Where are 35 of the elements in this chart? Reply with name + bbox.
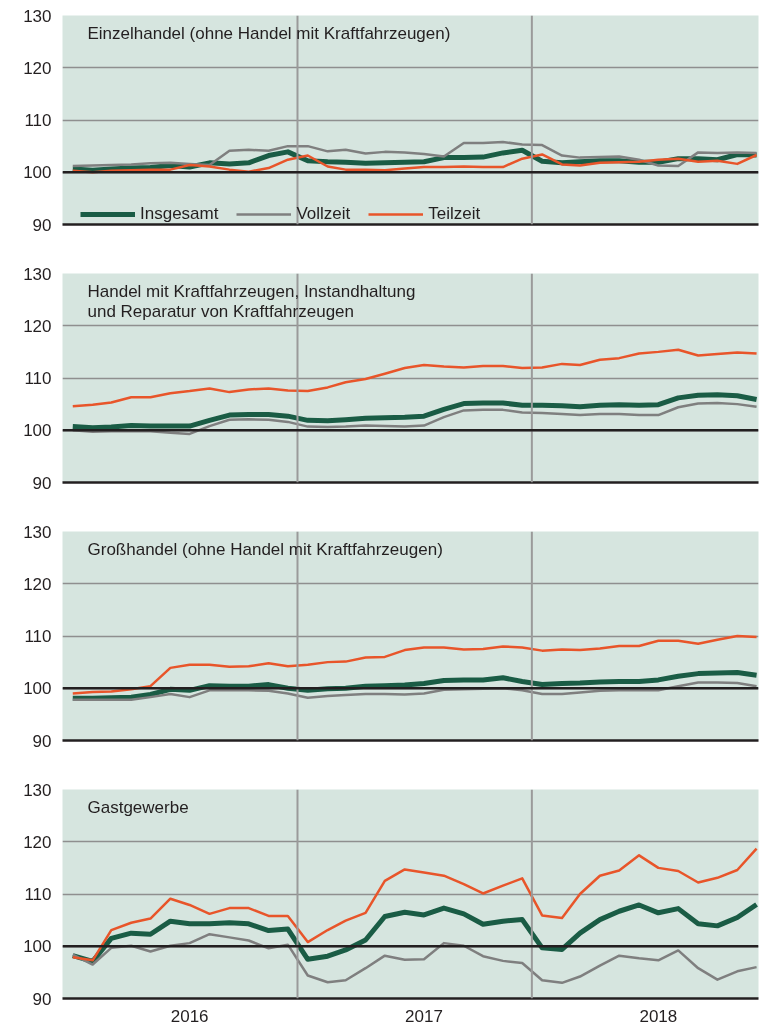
line-series [71,847,758,962]
legend-label: Teilzeit [428,204,481,224]
y-tick-label: 100 [23,421,52,441]
y-tick-label: 100 [23,163,52,183]
y-tick-label: 90 [32,473,52,493]
y-tick-label: 100 [23,679,52,699]
y-tick-label: 130 [23,780,52,800]
y-tick-label: 120 [23,574,52,594]
y-tick-label: 90 [32,215,52,235]
legend-label: Vollzeit [296,204,351,224]
line-series [71,348,758,408]
y-tick-label: 90 [32,989,52,1009]
line-series [71,634,758,695]
y-tick-label: 130 [23,522,52,542]
text: Gastgewerbe [87,797,189,817]
y-tick-label: 100 [23,937,52,957]
y-tick-label: 120 [23,316,52,336]
y-tick-label: 110 [24,885,52,904]
line-series [71,140,758,168]
x-tick-label: 2018 [639,1006,678,1026]
text: Handel mit Kraftfahrzeugen, Instandhaltung und Reparatur von Kraftfahrzeugen [87,281,416,322]
y-tick-label: 110 [24,369,52,388]
legend-label: Insgesamt [140,204,219,224]
y-tick-label: 130 [23,264,52,284]
x-tick-label: 2016 [170,1006,209,1026]
y-tick-label: 120 [23,832,52,852]
text: Einzelhandel (ohne Handel mit Kraftfahrzeugen) [87,23,451,43]
y-tick-label: 110 [24,627,52,646]
line-series [71,153,758,174]
text: Großhandel (ohne Handel mit Kraftfahrzeugen) [87,539,443,559]
x-tick-label: 2017 [405,1006,443,1026]
y-tick-label: 90 [32,731,52,751]
y-tick-label: 110 [24,111,52,130]
y-tick-label: 130 [23,6,52,26]
y-tick-label: 120 [23,58,52,78]
